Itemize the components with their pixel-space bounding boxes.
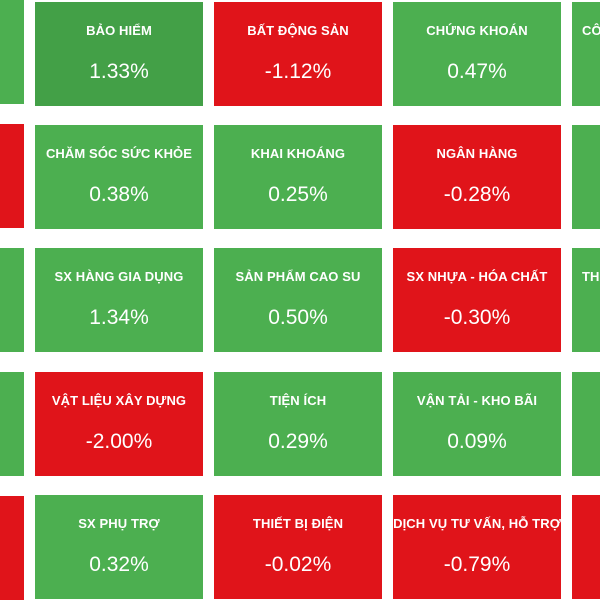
sector-tile-right-0[interactable]: CÔ xyxy=(572,2,600,106)
sector-name: BẤT ĐỘNG SẢN xyxy=(247,23,349,38)
sector-change: 0.25% xyxy=(268,183,328,206)
sector-name: VẬN TẢI - KHO BÃI xyxy=(416,393,538,408)
sector-change: 0.32% xyxy=(89,553,149,576)
sector-tile-sx-hang-gia-dung[interactable]: SX HÀNG GIA DỤNG 1.34% xyxy=(35,248,203,352)
sector-name: VẬT LIỆU XÂY DỰNG xyxy=(51,393,187,408)
sector-tile-tien-ich[interactable]: TIỆN ÍCH 0.29% xyxy=(214,372,382,476)
sector-tile-vat-lieu-xay-dung[interactable]: VẬT LIỆU XÂY DỰNG -2.00% xyxy=(35,372,203,476)
sector-change: -1.12% xyxy=(264,60,332,83)
sector-change: 0.29% xyxy=(268,430,328,453)
sector-name: NGÂN HÀNG xyxy=(436,146,518,161)
sector-name: SX HÀNG GIA DỤNG xyxy=(54,269,184,284)
sector-name: BẢO HIỂM xyxy=(86,23,152,38)
sector-tile-left-3[interactable]: I xyxy=(0,372,24,476)
sector-change: -0.02% xyxy=(264,553,332,576)
sector-name: DỊCH VỤ TƯ VẤN, HỖ TRỢ xyxy=(393,516,561,531)
sector-name: CHỨNG KHOÁN xyxy=(426,23,528,38)
sector-tile-ngan-hang[interactable]: NGÂN HÀNG -0.28% xyxy=(393,125,561,229)
sector-name: SẢN PHẨM CAO SU xyxy=(235,269,361,284)
sector-name: SX PHỤ TRỢ xyxy=(78,516,160,531)
sector-name: CÔ xyxy=(582,23,600,38)
sector-tile-right-3[interactable] xyxy=(572,372,600,476)
sector-tile-cham-soc-suc-khoe[interactable]: CHĂM SÓC SỨC KHỎE 0.38% xyxy=(35,125,203,229)
sector-name: TH xyxy=(582,269,600,284)
sector-name: KHAI KHOÁNG xyxy=(250,146,346,161)
sector-name: THIẾT BỊ ĐIỆN xyxy=(252,516,344,531)
sector-tile-left-2[interactable]: C xyxy=(0,248,24,352)
sector-tile-right-1[interactable] xyxy=(572,125,600,229)
sector-change: 1.33% xyxy=(89,60,149,83)
sector-name: TIỆN ÍCH xyxy=(269,393,327,408)
sector-tile-left-1[interactable] xyxy=(0,124,24,228)
sector-change: 1.34% xyxy=(89,306,149,329)
sector-tile-right-4[interactable] xyxy=(572,495,600,599)
sector-tile-san-pham-cao-su[interactable]: SẢN PHẨM CAO SU 0.50% xyxy=(214,248,382,352)
sector-change: -0.28% xyxy=(443,183,511,206)
sector-change: 0.50% xyxy=(268,306,328,329)
sector-tile-right-2[interactable]: TH xyxy=(572,248,600,352)
sector-tile-thiet-bi-dien[interactable]: THIẾT BỊ ĐIỆN -0.02% xyxy=(214,495,382,599)
sector-change: -0.30% xyxy=(443,306,511,329)
sector-name: CHĂM SÓC SỨC KHỎE xyxy=(45,146,193,161)
sector-tile-left-0[interactable] xyxy=(0,0,24,104)
sector-tile-sx-phu-tro[interactable]: SX PHỤ TRỢ 0.32% xyxy=(35,495,203,599)
sector-change: 0.47% xyxy=(447,60,507,83)
sector-tile-bao-hiem[interactable]: BẢO HIỂM 1.33% xyxy=(35,2,203,106)
sector-change: -2.00% xyxy=(85,430,153,453)
sector-tile-khai-khoang[interactable]: KHAI KHOÁNG 0.25% xyxy=(214,125,382,229)
sector-change: 0.38% xyxy=(89,183,149,206)
sector-tile-dich-vu-tu-van-ho-tro[interactable]: DỊCH VỤ TƯ VẤN, HỖ TRỢ -0.79% xyxy=(393,495,561,599)
sector-change: 0.09% xyxy=(447,430,507,453)
sector-tile-chung-khoan[interactable]: CHỨNG KHOÁN 0.47% xyxy=(393,2,561,106)
sector-name: SX NHỰA - HÓA CHẤT xyxy=(406,269,548,284)
sector-tile-sx-nhua-hoa-chat[interactable]: SX NHỰA - HÓA CHẤT -0.30% xyxy=(393,248,561,352)
sector-tile-left-4[interactable]: N xyxy=(0,496,24,600)
sector-change: -0.79% xyxy=(443,553,511,576)
sector-tile-bat-dong-san[interactable]: BẤT ĐỘNG SẢN -1.12% xyxy=(214,2,382,106)
sector-tile-van-tai-kho-bai[interactable]: VẬN TẢI - KHO BÃI 0.09% xyxy=(393,372,561,476)
